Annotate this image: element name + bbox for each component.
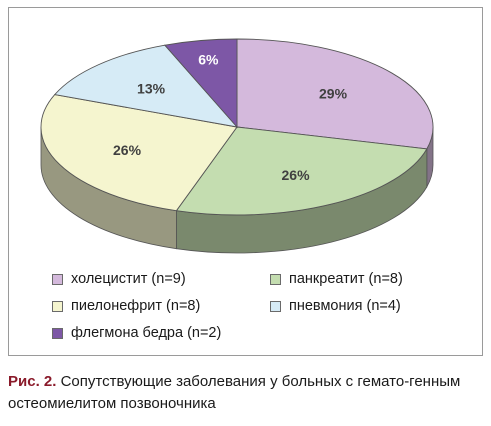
legend-item-5: флегмона бедра (n=2) [52,325,221,341]
chart-legend: холецистит (n=9) панкреатит (n=8) пиелонеф… [52,271,472,351]
figure-caption: Рис. 2. Сопутствующие заболевания у боль… [8,371,486,415]
pie-slice-2 [175,126,428,216]
legend-item-2: панкреатит (n=8) [270,271,403,287]
legend-label: пневмония (n=4) [289,298,401,314]
legend-swatch [52,300,63,312]
slice-label-2: 26% [282,167,311,183]
legend-swatch [270,300,281,312]
legend-label: холецистит (n=9) [71,271,186,287]
slice-label-3: 26% [113,142,142,158]
legend-label: пиелонефрит (n=8) [71,298,201,314]
pie-chart: 29% 26% 26% 13% 6% [40,38,434,254]
slice-label-5: 6% [198,52,219,68]
pie-slice-1 [236,38,434,150]
slice-label-4: 13% [137,80,166,96]
caption-prefix: Рис. 2. [8,373,57,390]
pie-slice-3 [40,94,238,212]
legend-swatch [52,327,63,339]
legend-label: панкреатит (n=8) [289,271,403,287]
legend-item-4: пневмония (n=4) [270,298,401,314]
chart-frame: 29% 26% 26% 13% 6% холецистит (n=9) панкреати… [8,7,483,356]
legend-label: флегмона бедра (n=2) [71,325,222,341]
legend-item-1: холецистит (n=9) [52,271,186,287]
pie-slice-4 [53,44,239,128]
slice-label-1: 29% [319,86,348,102]
pie-slice-5 [163,38,238,129]
legend-swatch [270,273,281,285]
legend-item-3: пиелонефрит (n=8) [52,298,200,314]
legend-swatch [52,273,63,285]
caption-text: Сопутствующие заболевания у больных с ге… [8,373,461,412]
